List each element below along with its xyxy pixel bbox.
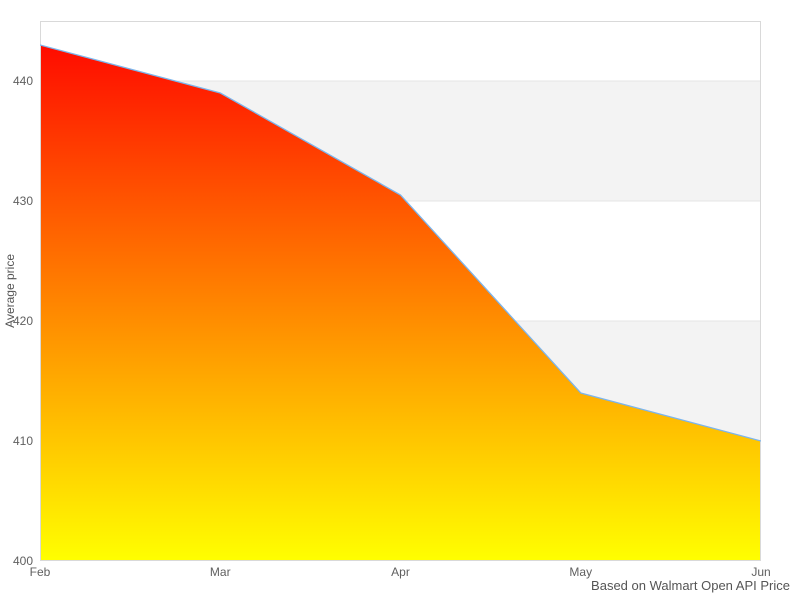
y-tick-label: 420 [12,314,33,328]
plot-border [40,21,761,561]
y-tick-label: 410 [12,434,33,448]
x-tick-label: Mar [209,565,231,579]
x-tick-label: Jun [751,565,771,579]
x-tick-label: Apr [391,565,410,579]
x-tick-label: May [569,565,593,579]
y-tick-label: 440 [12,74,33,88]
y-axis-title: Average price [2,21,18,561]
x-tick-label: Feb [29,565,51,579]
area-chart-svg [40,21,761,561]
plot-area[interactable] [40,21,761,561]
area-series[interactable] [40,45,761,561]
y-tick-label: 430 [12,194,33,208]
y-tick-label: 400 [12,554,33,568]
series-line [40,44,761,442]
chart-caption: Based on Walmart Open API Price [591,578,790,593]
